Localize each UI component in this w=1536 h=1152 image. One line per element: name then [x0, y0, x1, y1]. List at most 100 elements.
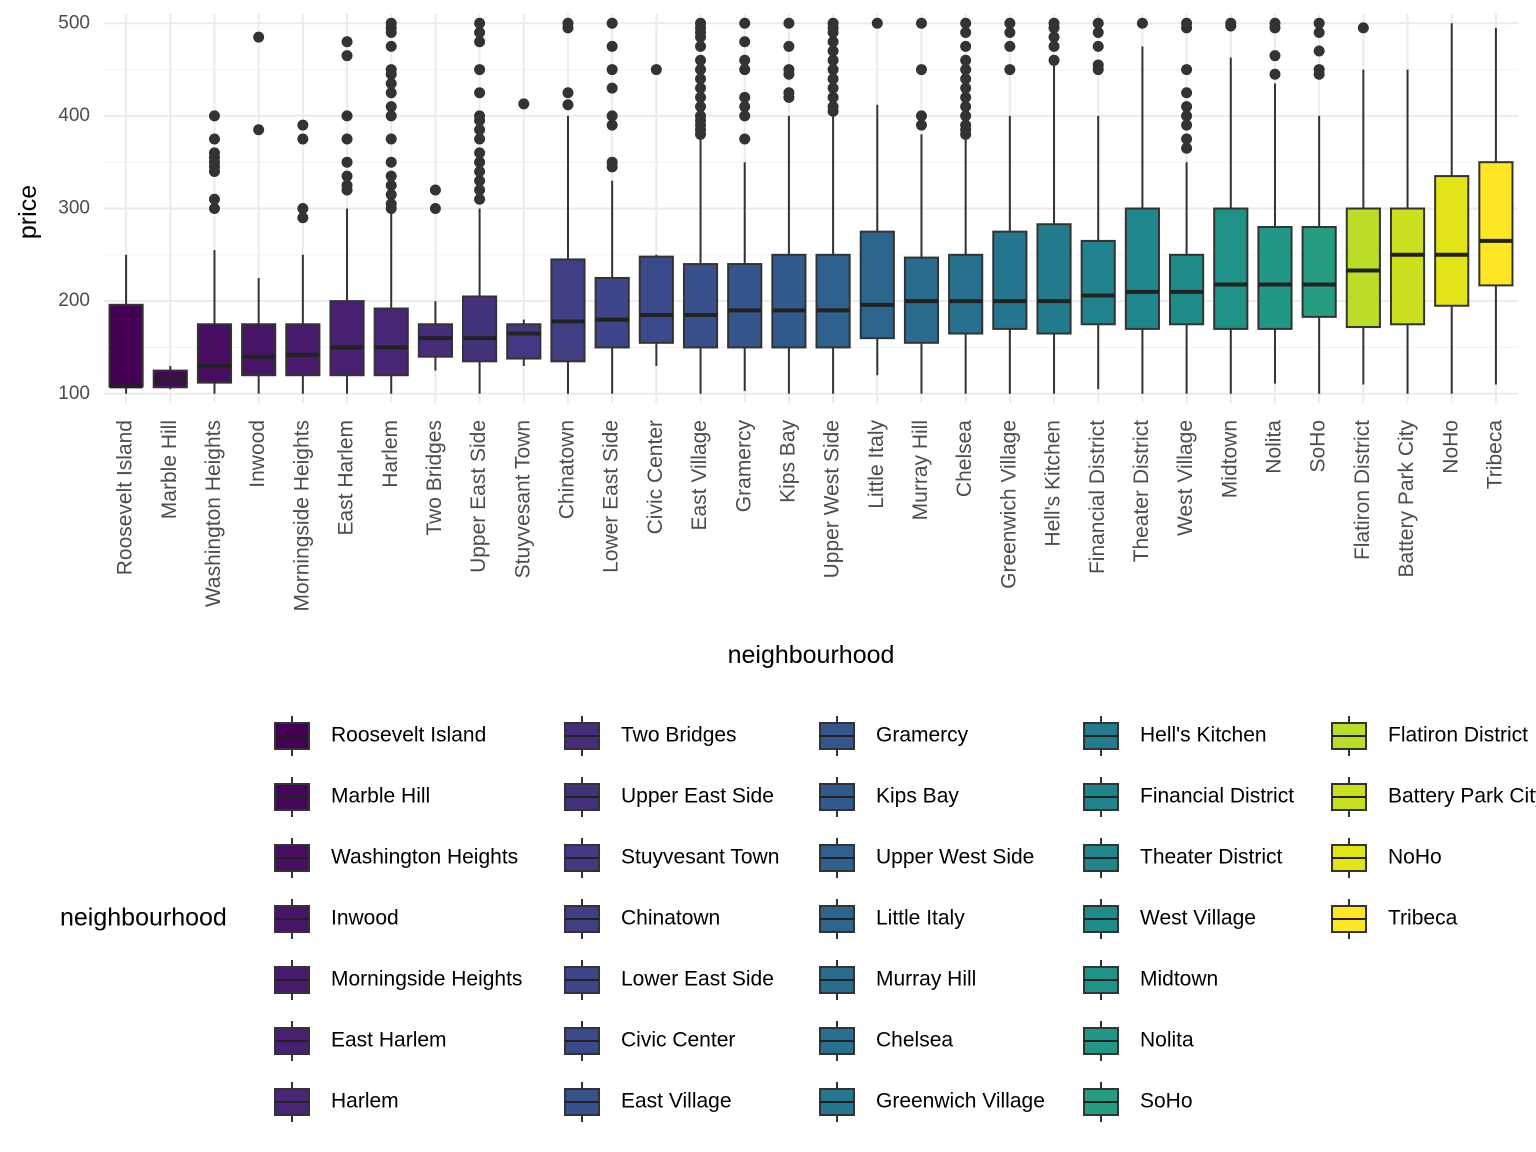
- legend-label: Tribeca: [1388, 907, 1458, 930]
- box-kips-bay: [771, 17, 807, 394]
- x-tick-label: Roosevelt Island: [114, 420, 137, 575]
- box-iqr: [682, 263, 719, 349]
- legend-item: Marble Hill: [274, 777, 430, 817]
- box-chinatown: [550, 17, 586, 394]
- box-battery-park-city: [1389, 69, 1426, 394]
- outlier-point: [385, 101, 397, 113]
- outlier-point: [297, 133, 309, 145]
- box-iqr: [1345, 207, 1381, 329]
- outlier-point: [1004, 17, 1016, 29]
- x-tick-label: Hell's Kitchen: [1042, 420, 1065, 547]
- outlier-point: [474, 110, 486, 122]
- legend-item: Chelsea: [819, 1021, 953, 1061]
- legend-label: Marble Hill: [331, 785, 430, 808]
- y-tick-label: 200: [58, 290, 90, 311]
- x-axis-title: neighbourhood: [728, 641, 895, 669]
- y-axis-title: price: [14, 185, 42, 239]
- legend-item: NoHo: [1331, 838, 1442, 878]
- outlier-point: [474, 36, 486, 48]
- outlier-point: [695, 54, 707, 66]
- legend-item: Midtown: [1083, 960, 1218, 1000]
- legend-item: Tribeca: [1331, 899, 1458, 939]
- outlier-point: [783, 40, 795, 52]
- outlier-point: [606, 64, 618, 76]
- outlier-point: [341, 110, 353, 122]
- outlier-point: [1225, 17, 1237, 29]
- legend-label: NoHo: [1388, 846, 1442, 869]
- x-tick-label: Greenwich Village: [997, 420, 1020, 589]
- box-iqr: [462, 295, 498, 363]
- x-tick-label: Inwood: [246, 420, 269, 488]
- y-tick-label: 300: [58, 198, 90, 219]
- legend-label: West Village: [1140, 907, 1256, 930]
- x-tick-label: Midtown: [1218, 420, 1241, 498]
- outlier-point: [695, 40, 707, 52]
- outlier-point: [474, 27, 486, 39]
- outlier-point: [606, 17, 618, 29]
- box-soho: [1301, 17, 1337, 394]
- box-washington-heights: [196, 110, 233, 394]
- outlier-point: [739, 54, 751, 66]
- x-tick-label: East Village: [688, 420, 711, 531]
- outlier-point: [385, 156, 397, 168]
- x-tick-label: Little Italy: [865, 420, 888, 509]
- legend-item: Little Italy: [819, 899, 965, 939]
- box-upper-east-side: [462, 17, 498, 394]
- outlier-point: [960, 91, 972, 103]
- x-tick-label: Murray Hill: [909, 420, 932, 520]
- x-axis-ticks: Roosevelt Island Marble Hill Washington He…: [114, 420, 1507, 612]
- outlier-point: [1092, 27, 1104, 39]
- outlier-point: [1269, 50, 1281, 62]
- box-little-italy: [859, 17, 895, 376]
- legend-label: Battery Park City: [1388, 785, 1536, 808]
- outlier-point: [960, 101, 972, 113]
- outlier-point: [341, 170, 353, 182]
- legend-item: Chinatown: [564, 899, 720, 939]
- box-stuyvesant-town: [506, 98, 542, 366]
- outlier-point: [385, 40, 397, 52]
- outlier-point: [562, 87, 574, 99]
- x-tick-label: West Village: [1174, 420, 1197, 536]
- legend-item: East Village: [564, 1082, 732, 1122]
- box-two-bridges: [417, 184, 453, 371]
- box-upper-west-side: [815, 17, 851, 394]
- outlier-point: [960, 119, 972, 131]
- legend-label: East Harlem: [331, 1029, 447, 1052]
- outlier-point: [1181, 119, 1193, 131]
- legend-item: Two Bridges: [564, 716, 737, 756]
- outlier-point: [695, 110, 707, 122]
- box-iqr: [417, 323, 453, 358]
- box-iqr: [373, 307, 409, 377]
- box-west-village: [1169, 17, 1205, 394]
- outlier-point: [1269, 68, 1281, 80]
- outlier-point: [341, 179, 353, 191]
- outlier-point: [1092, 40, 1104, 52]
- outlier-point: [695, 17, 707, 29]
- box-iqr: [108, 303, 144, 388]
- outlier-point: [474, 193, 486, 205]
- legend-item: Upper West Side: [819, 838, 1034, 878]
- outlier-point: [960, 17, 972, 29]
- outlier-point: [695, 64, 707, 76]
- legend-item: Gramercy: [819, 716, 969, 756]
- box-iqr: [992, 230, 1028, 330]
- outlier-point: [385, 189, 397, 201]
- box-east-village: [682, 17, 719, 394]
- box-noho: [1434, 23, 1470, 394]
- box-marble-hill: [152, 365, 188, 390]
- outlier-point: [474, 147, 486, 159]
- x-tick-label: Nolita: [1263, 420, 1286, 474]
- outlier-point: [385, 64, 397, 76]
- box-murray-hill: [903, 17, 940, 394]
- box-iqr: [638, 255, 674, 344]
- x-tick-label: Upper East Side: [467, 420, 490, 573]
- outlier-point: [1004, 27, 1016, 39]
- outlier-point: [739, 133, 751, 145]
- outlier-point: [827, 64, 839, 76]
- x-tick-label: Morningside Heights: [290, 420, 313, 611]
- outlier-point: [606, 82, 618, 94]
- outlier-point: [1092, 59, 1104, 71]
- legend-label: Little Italy: [876, 907, 965, 930]
- outlier-point: [297, 203, 309, 214]
- legend-label: Theater District: [1140, 846, 1283, 869]
